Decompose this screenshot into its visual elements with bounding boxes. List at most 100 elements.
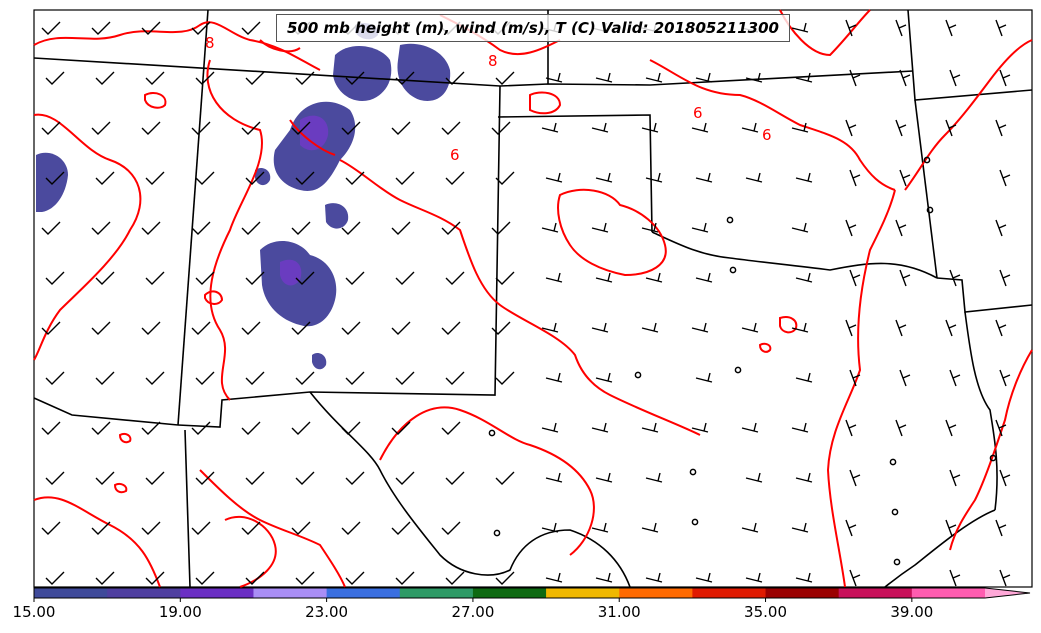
wind-barb xyxy=(341,521,361,535)
wind-barb xyxy=(945,19,957,37)
wind-barb xyxy=(91,221,111,235)
colorbar-segment xyxy=(107,588,181,598)
wind-barb xyxy=(895,419,907,437)
wind-barb xyxy=(795,472,813,483)
wind-barb xyxy=(141,421,161,435)
wind-barb xyxy=(245,271,265,285)
wind-barb xyxy=(195,571,215,585)
colorbar-segment xyxy=(472,588,547,598)
wind-barb xyxy=(999,469,1011,487)
wind-barb xyxy=(195,71,215,85)
wind-barb xyxy=(291,421,311,435)
wind-barb xyxy=(195,471,215,485)
calm-wind-circle xyxy=(488,429,496,437)
wind-barb xyxy=(395,571,415,585)
wind-barb xyxy=(395,271,415,285)
wind-barb xyxy=(591,222,609,233)
wind-barb xyxy=(91,421,111,435)
wind-barb xyxy=(345,171,365,185)
colorbar-segment xyxy=(326,588,401,598)
wind-barb xyxy=(795,172,813,183)
wind-barb xyxy=(949,69,961,87)
wind-barb xyxy=(391,521,411,535)
wind-barb xyxy=(999,169,1011,187)
state-borders xyxy=(33,9,1033,588)
wind-barb xyxy=(391,221,411,235)
wind-barb xyxy=(95,171,115,185)
wind-barb xyxy=(691,322,709,333)
calm-wind-circle xyxy=(493,529,501,537)
wind-barb xyxy=(191,421,211,435)
wind-barb xyxy=(91,521,111,535)
wind-barb xyxy=(845,19,857,37)
wind-barb xyxy=(541,222,559,233)
wind-barb xyxy=(595,472,613,483)
wind-barb xyxy=(145,271,165,285)
colorbar-segment xyxy=(180,588,254,598)
wind-barb xyxy=(791,322,809,333)
wind-barb xyxy=(141,521,161,535)
wind-barb xyxy=(541,522,559,533)
wind-barb xyxy=(795,572,813,583)
wind-barb xyxy=(745,72,763,83)
wind-barb xyxy=(445,371,465,385)
wind-barb xyxy=(491,321,511,335)
wind-barb xyxy=(895,319,907,337)
wind-barb xyxy=(495,371,515,385)
wind-barb xyxy=(291,121,311,135)
wind-barb xyxy=(41,521,61,535)
wind-barb xyxy=(845,519,857,537)
wind-barb xyxy=(545,572,563,583)
wind-barb xyxy=(849,169,861,187)
wind-barb xyxy=(95,371,115,385)
wind-barbs xyxy=(41,19,1011,587)
wind-barb xyxy=(395,171,415,185)
wind-barb xyxy=(245,171,265,185)
contour-label: 6 xyxy=(693,104,703,122)
wind-barb xyxy=(645,572,663,583)
colorbar-segment xyxy=(911,588,986,598)
contour-label: 6 xyxy=(450,146,460,164)
wind-barb xyxy=(999,369,1011,387)
wind-barb xyxy=(595,572,613,583)
wind-barb xyxy=(241,421,261,435)
wind-barb xyxy=(45,71,65,85)
contour-label: 6 xyxy=(762,126,772,144)
calm-wind-circle xyxy=(691,518,699,526)
wind-barb xyxy=(345,271,365,285)
wind-barb xyxy=(691,122,709,133)
wind-barb xyxy=(45,171,65,185)
wind-barb xyxy=(195,171,215,185)
wind-barb xyxy=(845,419,857,437)
colorbar-segment xyxy=(765,588,840,598)
wind-barb xyxy=(41,321,61,335)
wind-barb xyxy=(141,21,161,35)
colorbar-tick-label: 31.00 xyxy=(597,603,641,621)
wind-barb xyxy=(545,172,563,183)
wind-barb xyxy=(441,521,461,535)
wind-barb xyxy=(641,322,659,333)
calm-wind-circle xyxy=(729,266,737,274)
wind-barb xyxy=(741,422,759,433)
wind-barb xyxy=(341,121,361,135)
wind-barb xyxy=(849,369,861,387)
wind-barb xyxy=(541,322,559,333)
contour-labels: 8 8 6 6 6 xyxy=(205,34,772,164)
wind-barb xyxy=(795,272,813,283)
wind-barb xyxy=(241,21,261,35)
calm-wind-circle xyxy=(734,366,742,374)
wind-barb xyxy=(295,571,315,585)
colorbar-outline xyxy=(33,587,1031,599)
wind-barb xyxy=(741,322,759,333)
wind-barb xyxy=(45,471,65,485)
wind-barb xyxy=(495,271,515,285)
colorbar-tick-label: 19.00 xyxy=(158,603,202,621)
colorbar-tick-label: 27.00 xyxy=(451,603,495,621)
wind-barb xyxy=(45,271,65,285)
wind-barb xyxy=(845,219,857,237)
wind-barb xyxy=(245,471,265,485)
wind-barb xyxy=(191,521,211,535)
wind-barb xyxy=(849,469,861,487)
wind-barb xyxy=(791,422,809,433)
wind-barb xyxy=(41,221,61,235)
